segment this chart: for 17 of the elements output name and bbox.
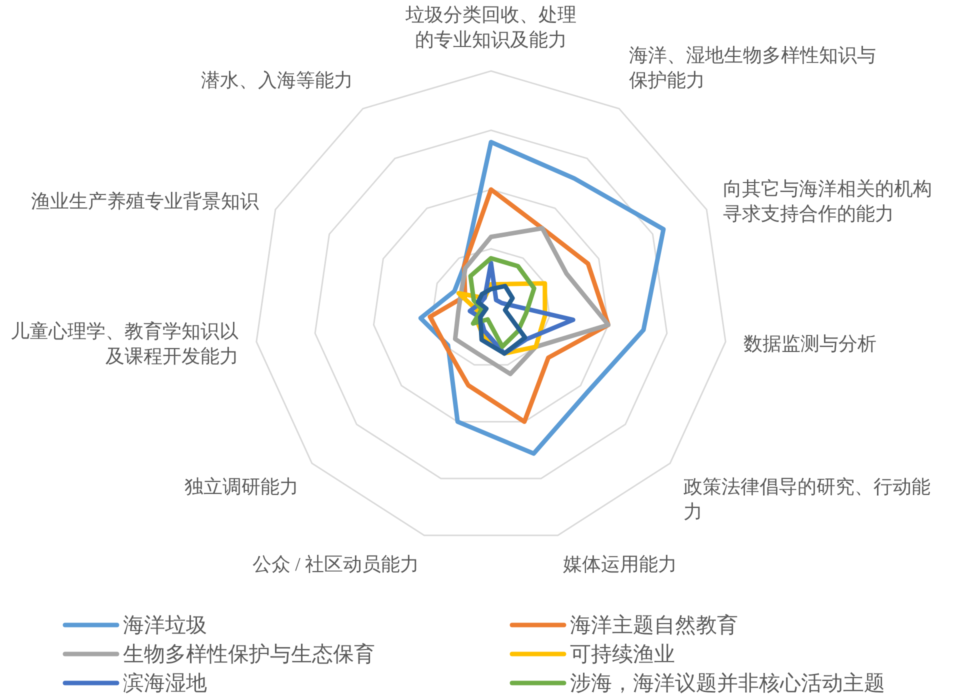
spoke-label: 垃圾分类回收、处理的专业知识及能力 [404, 5, 576, 51]
spoke-label: 公众 / 社区动员能力 [252, 554, 420, 576]
spoke-label: 独立调研能力 [184, 476, 298, 498]
legend-label: 生物多样性保护与生态保育 [123, 642, 375, 666]
spoke-label: 政策法律倡导的研究、行动能力 [684, 476, 931, 523]
spoke-label: 向其它与海洋相关的机构寻求支持合作的能力 [722, 178, 932, 226]
legend-label: 海洋垃圾 [123, 613, 207, 637]
spoke-label: 媒体运用能力 [562, 554, 677, 576]
legend-label: 涉海，海洋议题并非核心活动主题 [570, 671, 885, 695]
spoke-label: 儿童心理学、教育学知识以及课程开发能力 [10, 320, 239, 368]
spoke-label: 数据监测与分析 [743, 334, 876, 355]
legend-label: 海洋主题自然教育 [570, 613, 738, 637]
spoke-label: 潜水、入海等能力 [201, 70, 354, 92]
spoke-label: 渔业生产养殖专业背景知识 [31, 190, 260, 213]
legend-label: 滨海湿地 [123, 671, 207, 695]
spoke-label: 海洋、湿地生物多样性知识与保护能力 [628, 45, 876, 92]
legend-label: 可持续渔业 [570, 642, 675, 666]
